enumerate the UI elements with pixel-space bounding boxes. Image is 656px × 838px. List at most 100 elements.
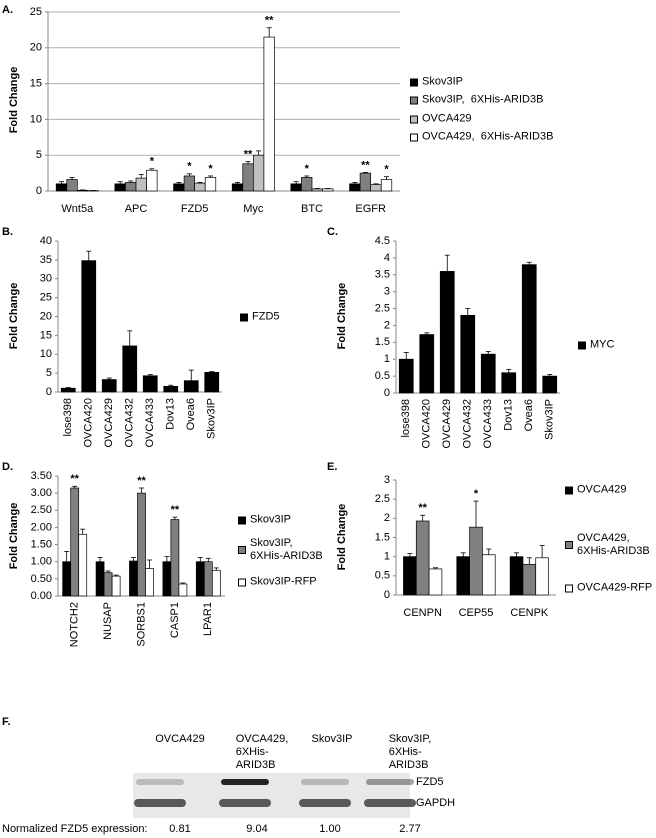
legend-swatch <box>410 78 418 86</box>
x-tick-label: OVCA420 <box>83 398 95 448</box>
y-tick-label: 1 <box>384 353 390 365</box>
legend-label: Skov3IP-RFP <box>250 575 317 588</box>
significance-label: * <box>305 163 310 175</box>
legend-entry: Skov3IP <box>410 76 463 89</box>
bar <box>522 563 537 596</box>
significance-label: ** <box>361 159 370 171</box>
x-tick-label: OVCA432 <box>462 399 474 449</box>
bar <box>419 334 435 394</box>
x-tick-label: FZD5 <box>181 203 209 215</box>
lane-label: OVCA429 <box>155 733 205 745</box>
bar <box>122 345 138 393</box>
x-tick-label: CENPK <box>510 607 549 619</box>
y-axis-title: Fold Change <box>8 503 20 570</box>
lane-label: OVCA429, 6XHis- ARID3B <box>235 733 289 771</box>
bar <box>263 36 275 192</box>
bar <box>203 561 213 597</box>
significance-label: * <box>474 488 479 500</box>
bar <box>521 264 537 394</box>
bar <box>252 154 265 192</box>
panel-label: A. <box>2 4 13 16</box>
bar <box>482 554 496 596</box>
bar <box>398 358 414 394</box>
legend-label: OVCA429, 6XHis-ARID3B <box>422 130 554 143</box>
x-tick-label: LPAR1 <box>202 602 214 636</box>
y-tick-label: 40 <box>40 235 52 247</box>
x-tick-label: EGFR <box>355 203 386 215</box>
significance-label: ** <box>244 149 253 161</box>
y-tick-label: 20 <box>30 42 42 54</box>
panel-label: E. <box>327 461 337 473</box>
bar <box>428 568 443 596</box>
bar <box>311 188 323 192</box>
bar <box>70 487 80 597</box>
x-tick-label: lose398 <box>400 399 412 438</box>
legend-swatch <box>565 584 573 592</box>
x-tick-label: Ovea6 <box>185 398 197 430</box>
band-label: FZD5 <box>416 776 444 788</box>
bar <box>370 184 382 192</box>
bar <box>460 314 476 394</box>
legend-swatch <box>578 341 586 349</box>
fzd5-band <box>136 779 184 785</box>
bar <box>242 163 254 192</box>
bar <box>509 556 524 596</box>
gapdh-band <box>299 799 351 807</box>
quantification-label: Normalized FZD5 expression: <box>2 823 148 835</box>
legend-swatch <box>238 546 246 554</box>
y-tick-label: 1.5 <box>375 531 390 543</box>
bar <box>480 353 496 394</box>
y-tick-label: 2.5 <box>375 302 390 314</box>
y-tick-label: 3.00 <box>31 487 52 499</box>
x-tick-label: Myc <box>243 203 264 215</box>
legend-entry: OVCA429 <box>565 484 627 497</box>
y-tick-label: 1.5 <box>375 336 390 348</box>
legend-label: Skov3IP <box>250 513 291 526</box>
fzd5-band <box>366 779 414 785</box>
bar <box>231 183 244 192</box>
panel-label: C. <box>327 226 338 238</box>
x-tick-label: OVCA432 <box>124 398 136 448</box>
legend-label: OVCA429 <box>577 483 627 496</box>
band-label: GAPDH <box>416 797 455 809</box>
significance-label: ** <box>137 475 146 487</box>
quantification-value: 1.00 <box>319 823 340 835</box>
y-tick-label: 5 <box>36 149 42 161</box>
legend-entry: Skov3IP <box>238 514 291 527</box>
quantification-value: 9.04 <box>246 823 267 835</box>
x-tick-label: Skov3IP <box>544 399 556 440</box>
y-tick-label: 3.5 <box>375 269 390 281</box>
x-tick-label: CASP1 <box>169 602 181 638</box>
y-tick-label: 2.50 <box>31 504 52 516</box>
legend-label: OVCA429 <box>422 112 472 125</box>
legend-entry: FZD5 <box>240 311 280 324</box>
x-tick-label: NOTCH2 <box>69 602 81 647</box>
y-axis-title: Fold Change <box>8 283 20 350</box>
y-tick-label: 0 <box>36 185 42 197</box>
y-tick-label: 2 <box>384 512 390 524</box>
bar <box>195 561 205 597</box>
legend-label: Skov3IP <box>422 75 463 88</box>
legend-swatch <box>410 96 418 104</box>
bar <box>125 182 137 192</box>
gapdh-band <box>134 799 186 807</box>
x-tick-label: OVCA420 <box>421 399 433 449</box>
y-axis-title: Fold Change <box>336 504 348 571</box>
bar <box>129 560 138 597</box>
legend-swatch <box>565 541 573 549</box>
bar <box>183 175 196 192</box>
x-tick-label: CENPN <box>403 607 442 619</box>
x-tick-label: BTC <box>301 203 323 215</box>
y-tick-label: 25 <box>30 6 42 18</box>
bar <box>349 183 361 192</box>
y-tick-label: 2 <box>384 319 390 331</box>
x-tick-label: lose398 <box>62 398 74 437</box>
x-tick-label: Skov3IP <box>206 398 218 439</box>
bar <box>62 561 72 597</box>
bar <box>146 169 158 192</box>
panel-label: D. <box>2 461 13 473</box>
bar <box>194 182 206 192</box>
bar <box>380 179 393 192</box>
y-tick-label: 35 <box>40 254 52 266</box>
